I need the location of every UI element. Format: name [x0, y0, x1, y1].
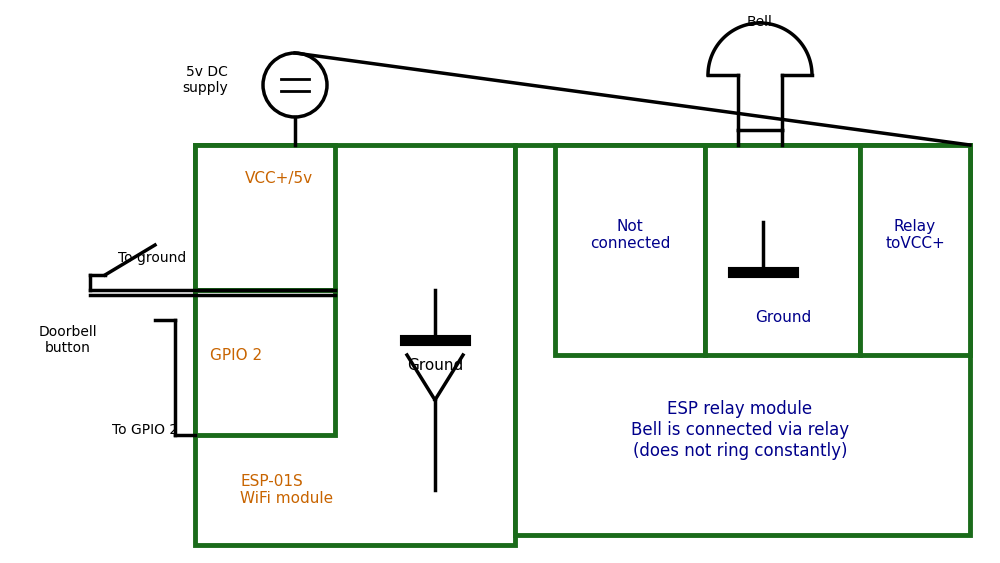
Text: Doorbell
button: Doorbell button — [39, 325, 97, 355]
Bar — [555, 145, 705, 355]
Text: To ground: To ground — [118, 251, 186, 265]
Bar — [195, 145, 335, 290]
Text: To GPIO 2: To GPIO 2 — [112, 423, 178, 437]
Text: VCC+/5v: VCC+/5v — [245, 171, 313, 185]
Text: 5v DC
supply: 5v DC supply — [182, 65, 228, 95]
Text: ESP relay module
Bell is connected via relay
(does not ring constantly): ESP relay module Bell is connected via r… — [631, 400, 849, 460]
Bar — [515, 145, 970, 535]
Bar — [195, 145, 515, 545]
Text: Bell: Bell — [747, 15, 773, 29]
Bar — [705, 145, 860, 355]
Text: Ground: Ground — [407, 358, 463, 373]
Text: Relay
toVCC+: Relay toVCC+ — [885, 219, 945, 251]
Text: ESP-01S
WiFi module: ESP-01S WiFi module — [240, 474, 333, 506]
Bar — [195, 290, 335, 435]
Bar — [860, 145, 970, 355]
Text: GPIO 2: GPIO 2 — [210, 347, 262, 363]
Text: Not
connected: Not connected — [590, 219, 670, 251]
Text: Ground: Ground — [755, 310, 811, 325]
